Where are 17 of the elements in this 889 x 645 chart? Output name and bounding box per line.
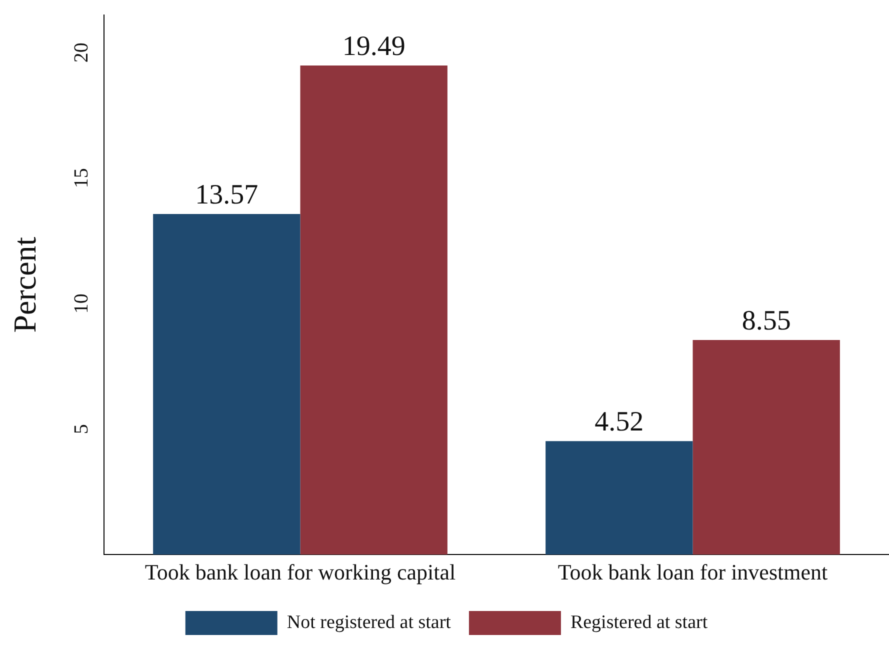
bar [546, 441, 693, 555]
data-label: 4.52 [594, 406, 644, 438]
data-label: 8.55 [742, 305, 791, 336]
bar [300, 65, 448, 555]
bar [692, 340, 840, 555]
x-tick-label: Took bank loan for working capital [144, 560, 456, 585]
y-tick-label: 10 [70, 294, 92, 314]
y-tick-label: 5 [70, 424, 92, 434]
data-label: 19.49 [342, 30, 406, 62]
legend-label: Registered at start [570, 612, 708, 633]
y-tick-label: 15 [70, 168, 92, 188]
x-tick-label: Took bank loan for investment [558, 560, 828, 585]
data-label: 13.57 [195, 179, 258, 210]
y-tick-label: 20 [70, 42, 92, 63]
y-axis-title: Percent [6, 236, 43, 333]
bar [153, 214, 300, 555]
legend-label: Not registered at start [286, 612, 452, 633]
